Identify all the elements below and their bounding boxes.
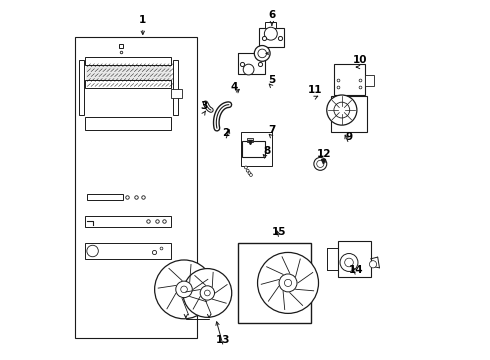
Text: 14: 14 — [349, 265, 364, 275]
Circle shape — [243, 64, 254, 75]
Bar — [366, 75, 374, 86]
Circle shape — [279, 274, 297, 292]
Text: 2: 2 — [221, 129, 229, 138]
Text: 6: 6 — [268, 10, 275, 20]
Circle shape — [340, 253, 358, 271]
Circle shape — [258, 49, 267, 58]
Circle shape — [258, 252, 318, 314]
Bar — [238, 243, 311, 323]
Circle shape — [327, 95, 357, 125]
Bar — [85, 57, 172, 65]
Circle shape — [317, 160, 324, 167]
Text: 5: 5 — [268, 75, 275, 85]
Circle shape — [265, 27, 277, 40]
Bar — [79, 60, 84, 116]
Bar — [338, 241, 370, 277]
Circle shape — [314, 157, 327, 170]
Circle shape — [183, 269, 232, 318]
Text: 3: 3 — [200, 102, 207, 112]
Bar — [334, 64, 366, 95]
Circle shape — [204, 290, 210, 296]
Circle shape — [369, 261, 377, 268]
Circle shape — [254, 45, 270, 61]
Text: 7: 7 — [268, 125, 275, 135]
Circle shape — [248, 172, 251, 175]
Text: 9: 9 — [345, 132, 353, 142]
Circle shape — [87, 245, 98, 257]
Bar — [266, 22, 276, 28]
Text: 10: 10 — [352, 55, 367, 65]
Bar — [247, 138, 253, 142]
Text: 11: 11 — [308, 85, 322, 95]
Bar — [238, 53, 265, 74]
Bar — [331, 96, 367, 132]
Bar — [172, 60, 177, 116]
Bar — [85, 80, 172, 88]
Circle shape — [181, 286, 187, 293]
Text: 1: 1 — [139, 15, 147, 26]
Bar — [74, 37, 196, 338]
Bar — [259, 28, 285, 47]
Text: 4: 4 — [231, 82, 238, 92]
Bar — [242, 132, 272, 166]
Circle shape — [155, 260, 214, 319]
Circle shape — [200, 286, 215, 300]
Text: 8: 8 — [263, 145, 270, 156]
Bar — [87, 194, 123, 200]
Circle shape — [245, 166, 247, 169]
Circle shape — [334, 102, 350, 118]
Circle shape — [344, 258, 353, 267]
Text: 13: 13 — [216, 334, 231, 345]
Circle shape — [246, 169, 249, 172]
Bar — [85, 243, 172, 259]
Text: 12: 12 — [317, 149, 331, 159]
Bar — [242, 141, 266, 157]
Circle shape — [176, 281, 192, 298]
Bar — [85, 216, 172, 226]
Bar — [85, 117, 172, 130]
Circle shape — [249, 174, 252, 176]
Bar — [172, 89, 182, 98]
Text: 15: 15 — [272, 227, 286, 237]
Circle shape — [285, 279, 292, 287]
